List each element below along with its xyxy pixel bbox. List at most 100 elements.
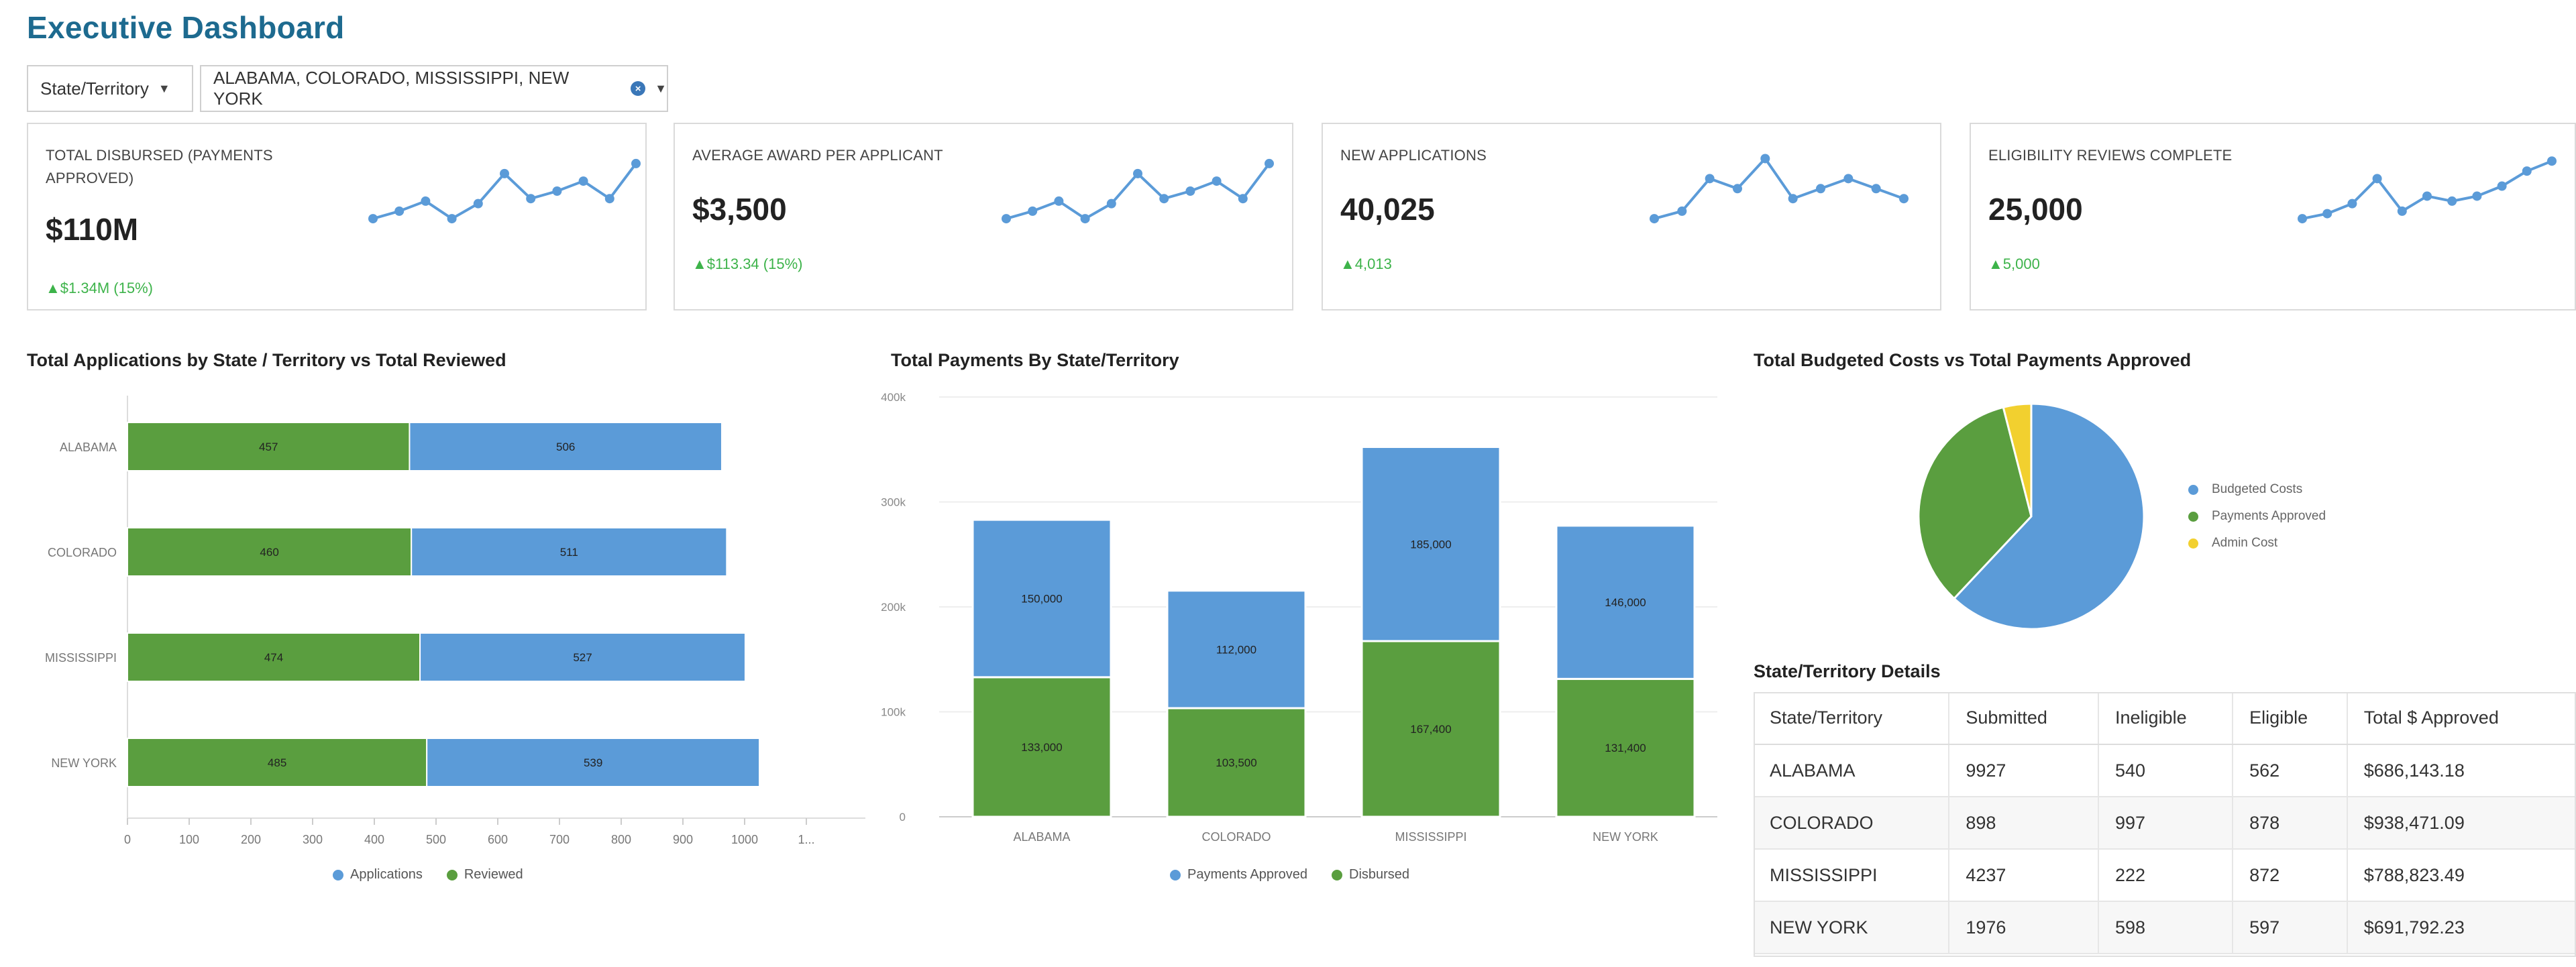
table-row: NEW YORK 1976 598 597 $691,792.23 <box>1754 901 2576 954</box>
sparkline-point <box>1677 206 1687 216</box>
sparkline-point <box>1106 198 1116 209</box>
legend-dot-icon <box>1170 869 1181 880</box>
chevron-down-icon: ▼ <box>158 81 170 95</box>
bar-segment <box>127 422 411 471</box>
legend-item[interactable]: Admin Cost <box>2188 530 2326 557</box>
kpi-value: 25,000 <box>1988 192 2083 227</box>
state-territory-value-dropdown[interactable]: ALABAMA, COLORADO, MISSISSIPPI, NEW YORK… <box>200 65 668 112</box>
legend-item[interactable]: Reviewed <box>446 867 523 883</box>
data-label: 506 <box>556 441 575 453</box>
kpi-delta: ▲4,013 <box>1340 255 1392 272</box>
table-header-row: State/Territory Submitted Ineligible Eligib… <box>1754 692 2576 745</box>
legend-dot-icon <box>333 869 343 880</box>
table-cell: 878 <box>2232 797 2347 850</box>
sparkline-point <box>2522 166 2532 176</box>
table-cell: 1976 <box>1948 901 2099 954</box>
category-label: MISSISSIPPI <box>45 651 117 665</box>
kpi-card-average-award[interactable]: AVERAGE AWARD PER APPLICANT $3,500 ▲$113… <box>674 123 1293 310</box>
kpi-value: $110M <box>46 212 139 247</box>
applications-bar-chart: ALABAMA 457 506 COLORADO 460 511 MISSISSIPPI 47… <box>45 396 865 846</box>
plot-area: ALABAMA 457 506 COLORADO 460 511 MISSISSIPPI 47… <box>45 396 865 846</box>
budget-pie-legend: Budgeted Costs Payments Approved Admin Cos… <box>2188 476 2326 557</box>
kpi-label: TOTAL DISBURSED (PAYMENTS APPROVED) <box>46 147 273 186</box>
sparkline-point <box>2472 191 2482 201</box>
budget-pie-chart <box>1917 402 2145 630</box>
legend-item[interactable]: Payments Approved <box>1170 867 1307 883</box>
y-tick-label: 200k <box>881 601 906 614</box>
x-tick-label: 600 <box>488 833 508 846</box>
kpi-delta: ▲$1.34M (15%) <box>46 280 153 296</box>
kpi-card-eligibility-reviews[interactable]: ELIGIBILITY REVIEWS COMPLETE 25,000 ▲5,0… <box>1970 123 2576 310</box>
data-label: 511 <box>560 546 578 559</box>
sparkline-point <box>578 176 588 186</box>
table-cell: $788,823.49 <box>2346 849 2576 902</box>
table-cell: 872 <box>2232 849 2347 902</box>
category-label: COLORADO <box>48 546 117 559</box>
kpi-label: AVERAGE AWARD PER APPLICANT <box>692 147 943 164</box>
kpi-card-total-disbursed[interactable]: TOTAL DISBURSED (PAYMENTS APPROVED) $110… <box>27 123 647 310</box>
plot-area: 0 100k 200k 300k 400k 133,000 150,000 ALABAMA 10… <box>881 391 1717 844</box>
table-row: COLORADO 898 997 878 $938,471.09 <box>1754 797 2576 850</box>
sparkline-point <box>1650 214 1659 224</box>
legend-label: Reviewed <box>464 867 523 882</box>
sparkline-point <box>2397 206 2407 216</box>
legend-label: Applications <box>350 867 423 882</box>
column-header[interactable]: Eligible <box>2232 692 2347 745</box>
kpi-sparkline <box>1650 154 1909 224</box>
applications-chart-legend: Applications Reviewed <box>333 867 547 883</box>
table-cell: 597 <box>2232 901 2347 954</box>
bar-segment <box>127 527 413 577</box>
x-tick-label: 100 <box>179 833 199 846</box>
column-header[interactable]: Ineligible <box>2098 692 2233 745</box>
legend-item[interactable]: Disbursed <box>1332 867 1409 883</box>
y-tick-label: 400k <box>881 391 906 404</box>
column-header[interactable]: Total $ Approved <box>2346 692 2576 745</box>
sparkline-point <box>1028 206 1038 216</box>
kpi-sparkline <box>2298 156 2557 224</box>
payments-chart-legend: Payments Approved Disbursed <box>1170 867 1434 883</box>
category-label: COLORADO <box>1201 830 1271 844</box>
legend-label: Admin Cost <box>2212 536 2278 550</box>
x-tick-label: 800 <box>611 833 631 846</box>
legend-dot-icon <box>2188 511 2198 522</box>
legend-item[interactable]: Budgeted Costs <box>2188 476 2326 503</box>
column-header[interactable]: State/Territory <box>1754 692 1949 745</box>
kpi-sparkline <box>368 158 641 224</box>
data-label: 485 <box>268 756 286 769</box>
payments-chart-title: Total Payments By State/Territory <box>891 350 1179 370</box>
payments-bar-chart: 0 100k 200k 300k 400k 133,000 150,000 ALABAMA 10… <box>881 391 1717 844</box>
sparkline-point <box>1080 214 1090 224</box>
kpi-value: 40,025 <box>1340 192 1435 227</box>
bar-segment <box>1166 707 1307 818</box>
column-header[interactable]: Submitted <box>1948 692 2099 745</box>
legend-label: Budgeted Costs <box>2212 482 2303 496</box>
sparkline-point <box>1899 194 1909 204</box>
legend-item[interactable]: Applications <box>333 867 423 883</box>
bar-segment <box>419 632 746 682</box>
sparkline-point <box>500 168 509 178</box>
filter-selected-value: ALABAMA, COLORADO, MISSISSIPPI, NEW YORK <box>213 68 570 109</box>
x-tick-label: 900 <box>673 833 693 846</box>
legend-dot-icon <box>1332 869 1342 880</box>
state-territory-field-dropdown[interactable]: State/Territory ▼ <box>27 65 193 112</box>
data-label: 146,000 <box>1605 596 1646 609</box>
sparkline-point <box>421 196 431 206</box>
kpi-card-new-applications[interactable]: NEW APPLICATIONS 40,025 ▲4,013 <box>1322 123 1941 310</box>
table-cell: 4237 <box>1948 849 2099 902</box>
sparkline-point <box>631 158 641 168</box>
sparkline-point <box>447 214 457 224</box>
legend-item[interactable]: Payments Approved <box>2188 503 2326 530</box>
sparkline-point <box>2298 214 2307 224</box>
sparkline-point <box>526 194 536 204</box>
sparkline-point <box>604 194 614 204</box>
data-label: 131,400 <box>1605 742 1646 754</box>
table-cell: $691,792.23 <box>2346 901 2576 954</box>
data-label: 167,400 <box>1410 723 1451 736</box>
table-cell: 997 <box>2098 797 2233 850</box>
y-tick-label: 0 <box>900 811 906 823</box>
bar-segment <box>971 518 1112 679</box>
sparkline-point <box>1133 168 1142 178</box>
clear-filter-icon[interactable]: × <box>631 81 646 96</box>
data-label: 185,000 <box>1410 538 1451 551</box>
state-territory-details-table: State/Territory Submitted Ineligible Eligib… <box>1754 692 2576 954</box>
